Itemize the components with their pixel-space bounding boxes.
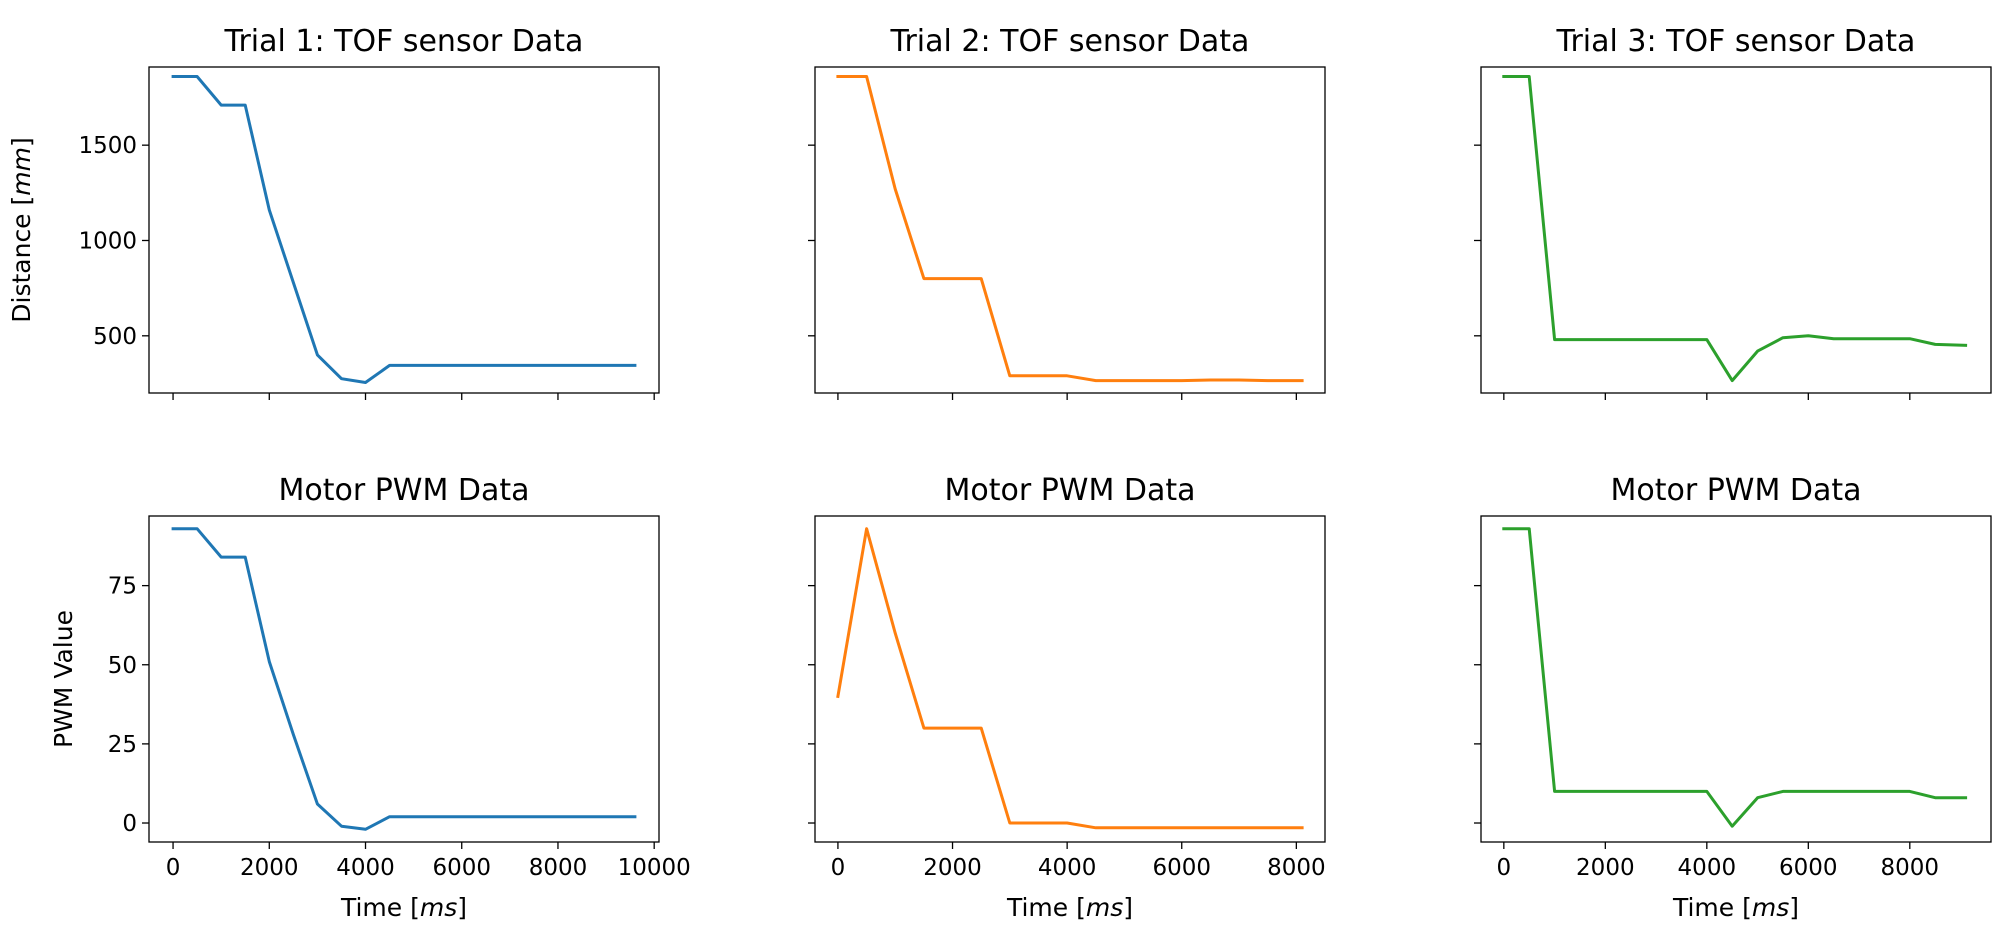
series-line-top-3: [1502, 75, 1968, 383]
plot-frame: [148, 515, 660, 843]
y-tick-label: 75: [108, 574, 137, 600]
subplot-2: Trial 2: TOF sensor Data: [808, 24, 1326, 400]
subplot-title: Motor PWM Data: [944, 473, 1195, 508]
x-tick-label: 8000: [1881, 855, 1940, 881]
plot-frame: [1480, 66, 1992, 394]
subplot-5: Motor PWM Data 0 2000 4000 6000 8000 Time [ms]: [808, 473, 1326, 922]
x-tick-label: 0: [1497, 855, 1512, 881]
series-line-bottom-2: [836, 527, 1304, 830]
subplot-title: Motor PWM Data: [278, 473, 529, 508]
plot-frame: [814, 66, 1326, 394]
x-tick-label: 0: [831, 855, 846, 881]
subplot-title: Motor PWM Data: [1610, 473, 1861, 508]
x-axis-label: Time [ms]: [1672, 893, 1799, 922]
x-tick-label: 4000: [1038, 855, 1097, 881]
x-tick-label: 10000: [618, 855, 691, 881]
y-tick-label: 1000: [78, 228, 137, 254]
plot-frame: [148, 66, 660, 394]
x-tick-label: 2000: [923, 855, 982, 881]
x-tick-label: 0: [166, 855, 181, 881]
x-tick-label: 4000: [1678, 855, 1737, 881]
plot-frame: [814, 515, 1326, 843]
x-tick-label: 2000: [240, 855, 299, 881]
x-tick-label: 4000: [336, 855, 395, 881]
series-line-top-1: [171, 75, 637, 384]
subplot-6: Motor PWM Data 0 2000 4000 6000 8000 Time [ms]: [1474, 473, 1992, 922]
x-tick-label: 6000: [1779, 855, 1838, 881]
subplot-title: Trial 3: TOF sensor Data: [1556, 24, 1916, 59]
x-tick-label: 8000: [529, 855, 588, 881]
x-tick-label: 6000: [432, 855, 491, 881]
series-line-bottom-3: [1502, 527, 1968, 828]
y-tick-label: 1500: [78, 133, 137, 159]
subplot-title: Trial 1: TOF sensor Data: [224, 24, 584, 59]
y-axis-label: Distance [mm]: [7, 137, 36, 323]
subplot-4: Motor PWM Data 0 2000 4000 6000 8000 10000 0 25 5…: [49, 473, 691, 922]
subplot-3: Trial 3: TOF sensor Data: [1474, 24, 1992, 400]
y-tick-label: 25: [108, 732, 137, 758]
x-tick-label: 6000: [1152, 855, 1211, 881]
series-line-top-2: [836, 75, 1304, 383]
subplot-title: Trial 2: TOF sensor Data: [890, 24, 1250, 59]
y-tick-label: 0: [122, 811, 137, 837]
x-tick-label: 2000: [1576, 855, 1635, 881]
y-tick-label: 50: [108, 653, 137, 679]
subplot-1: Trial 1: TOF sensor Data 500 1000 1500 Dista…: [7, 24, 660, 400]
x-axis-label: Time [ms]: [1006, 893, 1133, 922]
plot-frame: [1480, 515, 1992, 843]
x-axis-label: Time [ms]: [340, 893, 467, 922]
y-axis-label: PWM Value: [49, 610, 78, 748]
x-tick-label: 8000: [1267, 855, 1326, 881]
series-line-bottom-1: [171, 527, 637, 831]
y-tick-label: 500: [93, 324, 137, 350]
